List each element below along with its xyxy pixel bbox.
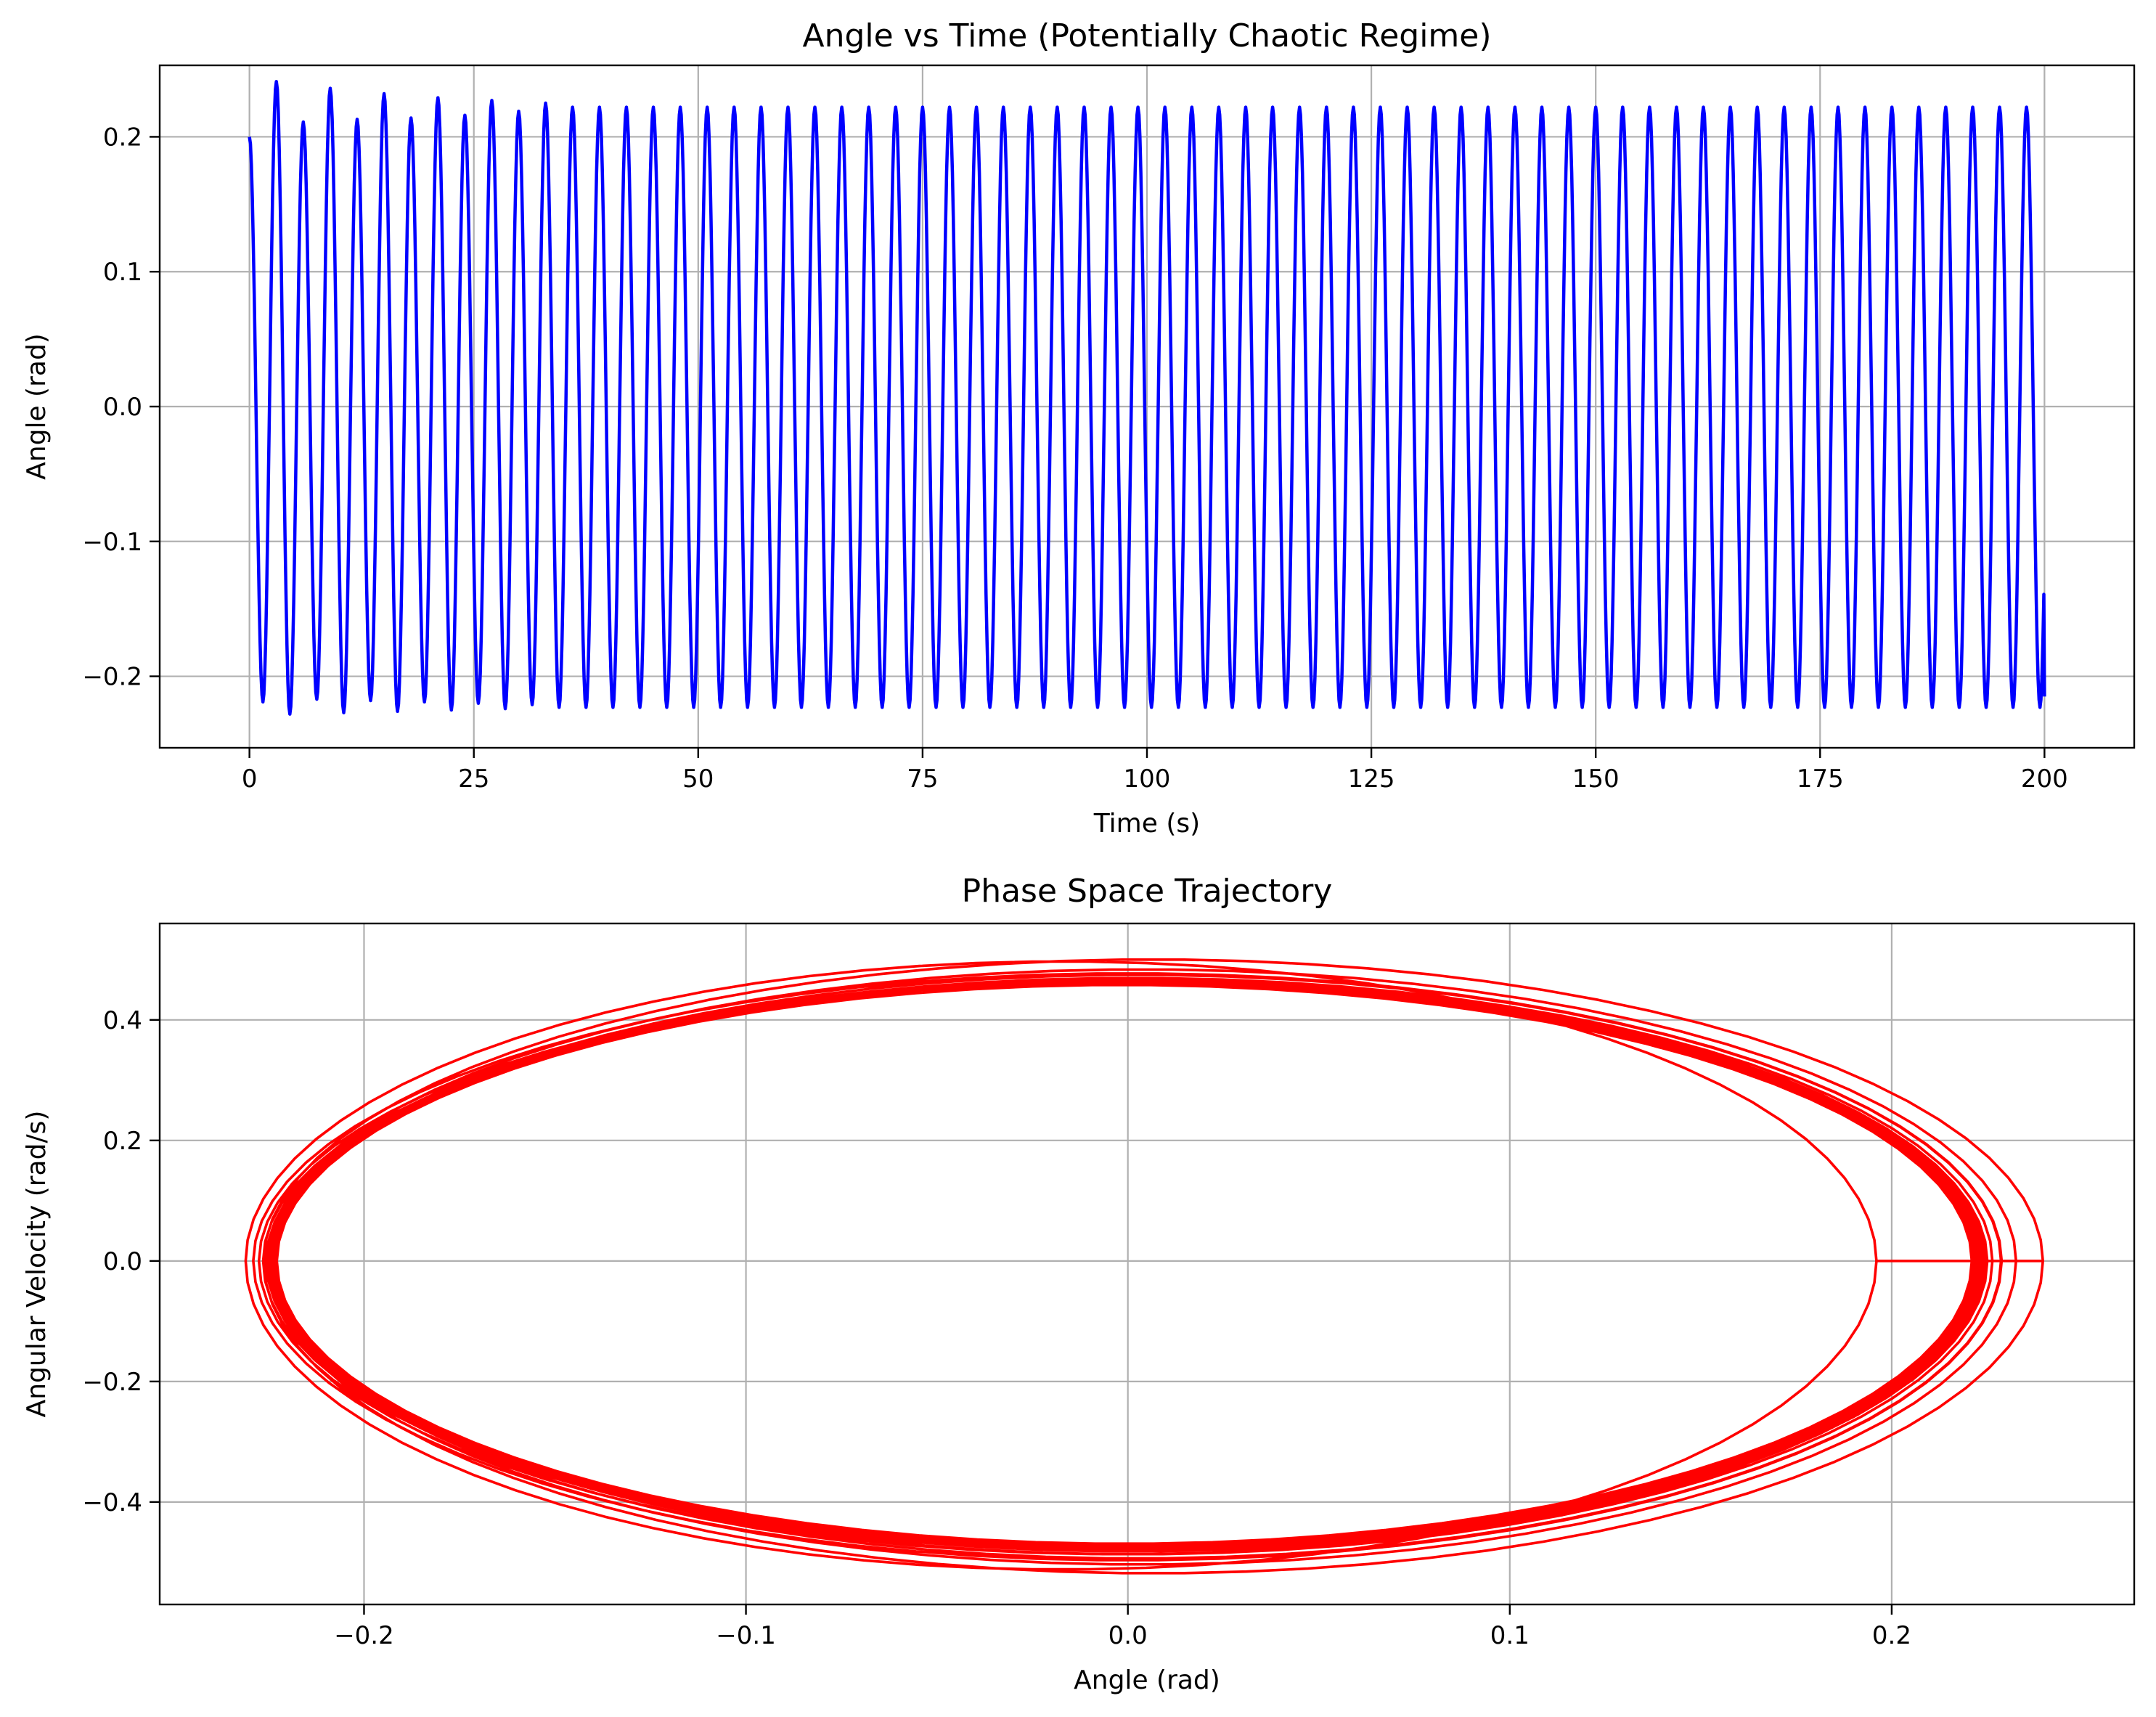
x-tick-label: 50 <box>682 764 714 794</box>
x-tick-label: 25 <box>458 764 489 794</box>
y-axis-label: Angular Velocity (rad/s) <box>22 1111 52 1418</box>
x-tick-label: 175 <box>1797 764 1844 794</box>
x-tick-label: 150 <box>1572 764 1620 794</box>
x-axis-label: Angle (rad) <box>1074 1665 1220 1695</box>
x-tick-label: 125 <box>1348 764 1395 794</box>
angle-vs-time-chart: Angle vs Time (Potentially Chaotic Regim… <box>22 17 2136 839</box>
y-tick-label: −0.2 <box>82 663 142 692</box>
x-axis-label: Time (s) <box>1093 809 1200 839</box>
axis-ticks: 0 25 50 75 100 125 150 175 200 −0.2 −0.1 0.0 0.1 0.2 <box>82 123 2067 794</box>
axis-ticks: −0.2 −0.1 0.0 0.1 0.2 −0.4 −0.2 0.0 0.2 0.4 <box>82 1006 1911 1650</box>
x-tick-label: 100 <box>1124 764 1171 794</box>
x-tick-label: 0.0 <box>1108 1621 1148 1650</box>
chart-title: Phase Space Trajectory <box>962 873 1333 910</box>
chart-title: Angle vs Time (Potentially Chaotic Regim… <box>802 17 1491 54</box>
trajectory-line <box>244 958 2044 1575</box>
series-trajectory <box>244 958 2044 1575</box>
y-tick-label: −0.2 <box>82 1368 142 1397</box>
angle-line <box>248 80 2046 716</box>
series-angle <box>248 80 2046 716</box>
y-tick-label: 0.1 <box>103 258 142 287</box>
x-tick-label: 200 <box>2021 764 2068 794</box>
y-tick-label: −0.4 <box>82 1488 142 1517</box>
x-tick-label: −0.1 <box>716 1621 776 1650</box>
x-tick-label: 75 <box>907 764 938 794</box>
phase-space-chart: Phase Space Trajectory −0.2 −0.1 0.0 0.1 0.2… <box>22 873 2136 1695</box>
y-tick-label: 0.0 <box>103 393 142 422</box>
grid <box>160 923 2134 1604</box>
y-tick-label: −0.1 <box>82 528 142 557</box>
y-tick-label: 0.4 <box>103 1006 142 1035</box>
x-tick-label: 0 <box>242 764 258 794</box>
y-tick-label: 0.2 <box>103 123 142 152</box>
y-tick-label: 0.2 <box>103 1127 142 1156</box>
y-tick-label: 0.0 <box>103 1247 142 1276</box>
x-tick-label: 0.1 <box>1490 1621 1530 1650</box>
x-tick-label: 0.2 <box>1872 1621 1911 1650</box>
plot-frame <box>158 922 2136 1606</box>
y-axis-label: Angle (rad) <box>22 333 52 480</box>
x-tick-label: −0.2 <box>334 1621 394 1650</box>
